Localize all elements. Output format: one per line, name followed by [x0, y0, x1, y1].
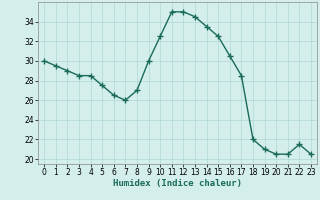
X-axis label: Humidex (Indice chaleur): Humidex (Indice chaleur)	[113, 179, 242, 188]
